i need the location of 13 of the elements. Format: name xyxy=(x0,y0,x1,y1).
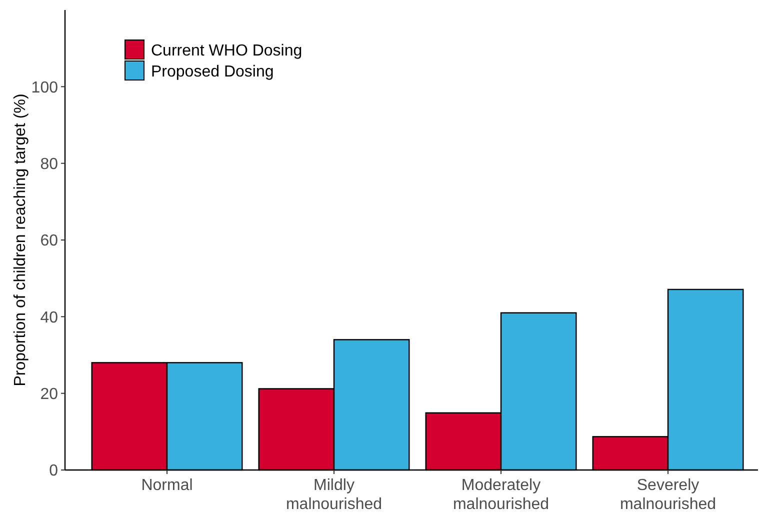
x-tick-label: Normal xyxy=(141,477,193,494)
y-tick-label: 60 xyxy=(40,232,58,250)
x-tick-label: Mildly malnourished xyxy=(286,477,382,513)
legend-label: Current WHO Dosing xyxy=(151,42,302,60)
legend-label: Proposed Dosing xyxy=(151,64,274,81)
x-tick-label: Severely malnourished xyxy=(620,477,716,513)
x-tick-label: Moderately malnourished xyxy=(452,477,550,513)
y-tick-label: 40 xyxy=(40,309,58,326)
y-tick-label: 20 xyxy=(40,386,58,403)
y-tick-label: 80 xyxy=(40,156,58,173)
y-tick-label: 0 xyxy=(49,462,58,480)
y-tick-label: 100 xyxy=(31,79,58,96)
y-axis-title: Proportion of children reaching target (%) xyxy=(12,94,29,386)
